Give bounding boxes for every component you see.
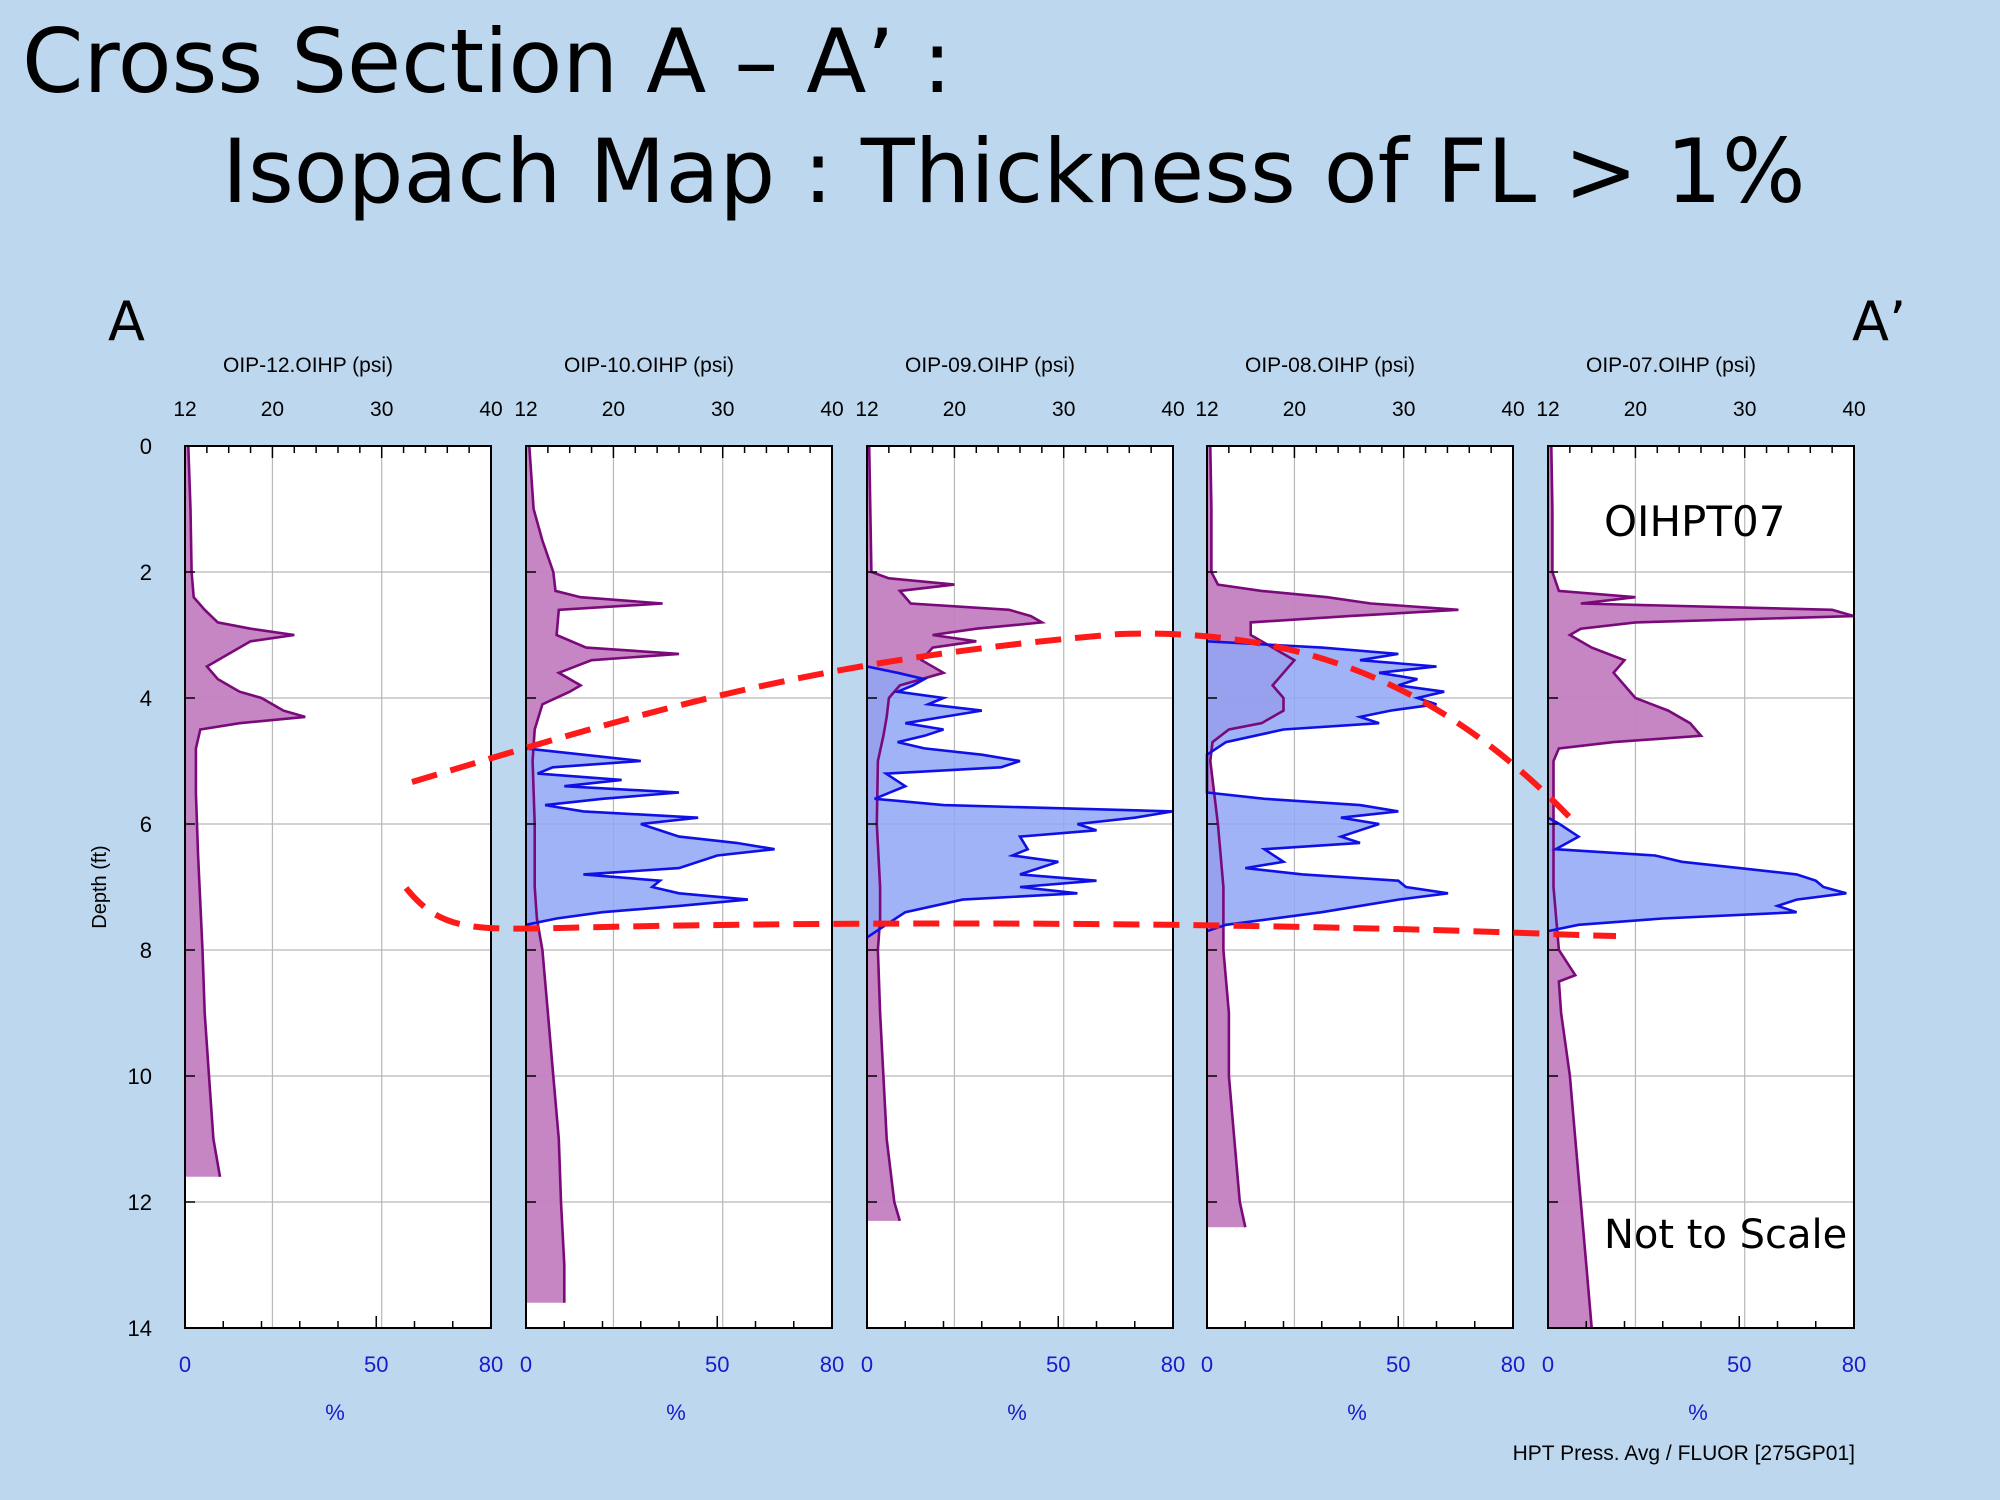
section-end-a: A [108,290,145,353]
pressure-tick-label: 20 [602,398,625,421]
pressure-fill [185,446,306,1177]
title-line-2: Isopach Map : Thickness of FL > 1% [222,120,1806,223]
pressure-tick-label: 12 [855,398,878,421]
depth-tick-label: 0 [140,434,152,459]
pressure-tick-label: 40 [479,398,502,421]
percent-tick-label: 50 [1727,1352,1751,1377]
percent-tick-label: 80 [1161,1352,1185,1377]
log-track-1: 12 20 30 40 OIP-12.OIHP (psi) 0 50 80% [173,354,503,1425]
pressure-tick-label: 12 [514,398,537,421]
percent-tick-label: 50 [364,1352,388,1377]
slide-title: Cross Section A – A’ : Isopach Map : Thi… [22,18,1805,216]
pressure-tick-label: 40 [1161,398,1184,421]
depth-tick-label: 10 [128,1064,152,1089]
percent-tick-label: 0 [861,1352,873,1377]
pressure-tick-label: 20 [943,398,966,421]
not-to-scale-label: Not to Scale [1604,1212,1847,1258]
isopach-boundary-upper [411,630,1581,829]
pressure-series-line [1550,445,1855,1329]
fluor-fill [1548,817,1847,932]
pressure-tick-label: 20 [261,398,284,421]
track-header: OIP-09.OIHP (psi) [905,354,1075,377]
percent-tick-label: 80 [479,1352,503,1377]
percent-tick-label: 80 [1842,1352,1866,1377]
pressure-tick-label: 40 [820,398,843,421]
track-header: OIP-12.OIHP (psi) [223,354,393,377]
percent-axis-label: % [1347,1400,1367,1425]
track-header: OIP-08.OIHP (psi) [1245,354,1415,377]
chart-footer: HPT Press. Avg / FLUOR [275GP01] [1513,1442,1855,1465]
fluor-series-line [1205,640,1449,933]
fluor-fill [1207,641,1448,932]
percent-tick-label: 80 [1501,1352,1525,1377]
percent-axis-label: % [666,1400,686,1425]
log-track-4: 12 20 30 40 OIP-08.OIHP (psi) 0 50 80% [1195,354,1525,1425]
pressure-tick-label: 40 [1501,398,1524,421]
pressure-tick-label: 20 [1283,398,1306,421]
pressure-series-line [528,445,680,1303]
track-background [185,446,491,1328]
log-track-2: 12 20 30 40 OIP-10.OIHP (psi) 0 50 80% [514,354,844,1425]
log-track-5: 12 20 30 40 OIP-07.OIHP (psi) 0 50 80% [1536,354,1866,1425]
fluor-fill [867,666,1173,938]
pressure-tick-label: 30 [1392,398,1415,421]
pressure-series-line [867,445,1047,1222]
depth-tick-label: 6 [140,812,152,837]
title-line-1: Cross Section A – A’ : [22,10,953,113]
depth-tick-label: 12 [128,1190,152,1215]
percent-tick-label: 0 [1201,1352,1213,1377]
fluor-fill [526,748,775,925]
pressure-tick-label: 12 [173,398,196,421]
fluor-series-line [1547,816,1847,933]
depth-tick-label: 8 [140,938,152,963]
fluor-series-line [866,665,1174,939]
depth-axis-label: Depth (ft) [89,845,111,928]
pressure-fill [526,446,679,1303]
percent-tick-label: 0 [520,1352,532,1377]
percent-axis-label: % [325,1400,345,1425]
pressure-fill [867,446,1042,1221]
pressure-tick-label: 12 [1536,398,1559,421]
percent-tick-label: 80 [820,1352,844,1377]
pressure-tick-label: 30 [1733,398,1756,421]
track-header: OIP-10.OIHP (psi) [564,354,734,377]
log-track-3: 12 20 30 40 OIP-09.OIHP (psi) 0 50 80% [855,354,1185,1425]
isopach-boundary-lower [403,886,1617,939]
pressure-fill [1207,446,1459,1228]
well-id-label: OIHPT07 [1604,497,1785,546]
percent-axis-label: % [1688,1400,1708,1425]
pressure-tick-label: 30 [370,398,393,421]
pressure-tick-label: 30 [711,398,734,421]
pressure-tick-label: 30 [1052,398,1075,421]
pressure-fill [1548,446,1854,1328]
section-end-a-prime: A’ [1852,290,1907,353]
percent-tick-label: 50 [705,1352,729,1377]
depth-tick-label: 4 [140,686,152,711]
percent-tick-label: 50 [1046,1352,1070,1377]
depth-tick-label: 14 [128,1316,152,1341]
percent-tick-label: 0 [1542,1352,1554,1377]
pressure-tick-label: 12 [1195,398,1218,421]
fluor-series-line [525,747,775,927]
pressure-series-line [187,445,306,1178]
pressure-series-line [1208,445,1459,1228]
track-header: OIP-07.OIHP (psi) [1586,354,1756,377]
pressure-tick-label: 40 [1842,398,1865,421]
pressure-tick-label: 20 [1624,398,1647,421]
percent-tick-label: 50 [1386,1352,1410,1377]
percent-axis-label: % [1007,1400,1027,1425]
depth-tick-label: 2 [140,560,152,585]
percent-tick-label: 0 [179,1352,191,1377]
